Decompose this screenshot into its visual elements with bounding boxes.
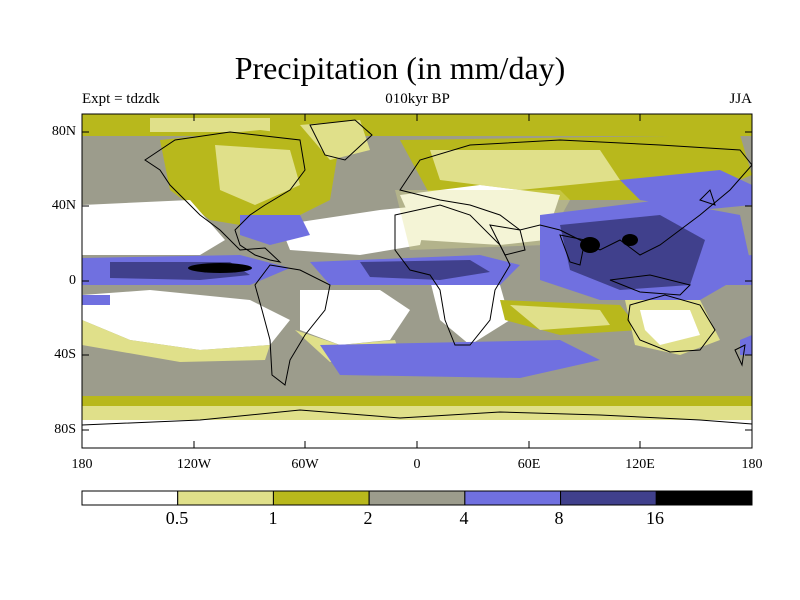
lon-ticks: [81, 114, 753, 448]
time-label: 010kyr BP: [385, 91, 450, 107]
coast-greenland: [309, 119, 373, 161]
coast-japan: [699, 189, 716, 206]
s-atlantic-dry: [300, 290, 410, 345]
monsoon-asia-core: [560, 215, 705, 290]
lon-label-180w: 180: [71, 457, 93, 472]
lat-ticks: [82, 131, 752, 431]
coast-arabia: [489, 224, 526, 256]
lon-label-60e: 60E: [517, 457, 541, 472]
itcz-pacific-max: [188, 263, 252, 273]
coast-nz: [734, 344, 746, 367]
lat-label-80n: 80N: [51, 124, 76, 139]
colorbar-label: 2: [363, 508, 373, 528]
season-label: JJA: [729, 91, 752, 107]
lat-label-0: 0: [69, 273, 76, 288]
north-polar-dry: [150, 118, 270, 132]
s-africa-dry: [430, 280, 510, 345]
coast-india: [559, 234, 586, 266]
colorbar-label: 0.5: [165, 508, 189, 528]
coast-australia: [627, 294, 716, 353]
lon-label-120w: 120W: [176, 457, 212, 472]
colorbar-box: [177, 490, 274, 506]
lon-label-60w: 60W: [291, 457, 319, 472]
coast-south-america: [254, 264, 331, 386]
colorbar-box: [655, 490, 753, 506]
lon-label-120e: 120E: [625, 457, 655, 472]
colorbar-box: [560, 490, 657, 506]
n-atlantic-storm: [240, 215, 310, 245]
n-pacific-dry: [82, 200, 225, 255]
s-pacific-storm: [82, 295, 110, 305]
coast-maritime: [609, 274, 691, 296]
s-pacific-dry: [82, 290, 290, 350]
s-pacific-storm2: [740, 335, 752, 355]
itcz-wpac: [700, 255, 752, 285]
colorbar-label: 16: [646, 508, 664, 528]
colorbar-box: [368, 490, 466, 506]
lat-label-40s: 40S: [54, 347, 76, 362]
coastlines: [82, 119, 752, 426]
lat-label-40n: 40N: [51, 198, 76, 213]
coast-eurasia: [399, 139, 752, 256]
south-ocean-olive: [82, 396, 752, 406]
n-atlantic-dry: [280, 205, 430, 255]
lon-label-180e: 180: [741, 457, 763, 472]
lon-label-0: 0: [413, 457, 421, 472]
coast-north-america: [144, 131, 306, 263]
s-pacific-edge: [82, 320, 270, 362]
experiment-label: Expt = tdzdk: [82, 91, 160, 107]
monsoon-sea-max: [622, 234, 638, 246]
colorbar-label: 4: [459, 508, 469, 528]
coast-africa: [394, 204, 511, 346]
precipitation-field: [82, 114, 752, 448]
itcz-africa-core: [360, 260, 490, 280]
chart-title: Precipitation (in mm/day): [234, 50, 566, 86]
colorbar-box: [81, 490, 179, 506]
colorbar-label: 8: [554, 508, 564, 528]
s-indian-dry: [510, 305, 610, 330]
eurasia-dry: [430, 150, 620, 190]
australia-core: [640, 310, 700, 345]
s-hemisphere-storm: [320, 340, 600, 378]
colorbar-label: 1: [268, 508, 278, 528]
lat-label-80s: 80S: [54, 422, 76, 437]
colorbar-box: [464, 490, 562, 506]
n-pacific-storm: [620, 170, 752, 210]
colorbar: [81, 490, 753, 506]
coast-antarctica: [82, 409, 752, 426]
na-dry: [215, 145, 300, 205]
greenland-dry: [300, 120, 370, 160]
colorbar-box: [272, 490, 370, 506]
